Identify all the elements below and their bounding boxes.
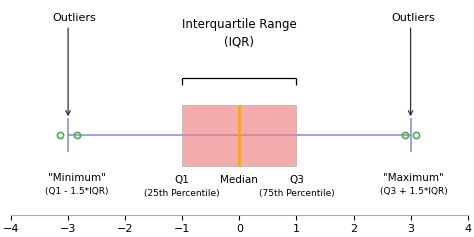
Text: Outliers: Outliers [52,13,96,23]
Bar [182,105,296,165]
Text: "Minimum": "Minimum" [48,173,106,183]
Text: (Q1 - 1.5*IQR): (Q1 - 1.5*IQR) [45,187,109,196]
Text: Outliers: Outliers [392,13,435,23]
Text: (75th Percentile): (75th Percentile) [258,189,334,198]
Text: (25th Percentile): (25th Percentile) [145,189,220,198]
Text: Q1: Q1 [175,175,190,185]
Text: "Maximum": "Maximum" [383,173,444,183]
Text: Q3: Q3 [289,175,304,185]
Text: Median: Median [220,175,258,185]
Text: Interquartile Range
(IQR): Interquartile Range (IQR) [182,18,297,48]
Text: (Q3 + 1.5*IQR): (Q3 + 1.5*IQR) [380,187,447,196]
